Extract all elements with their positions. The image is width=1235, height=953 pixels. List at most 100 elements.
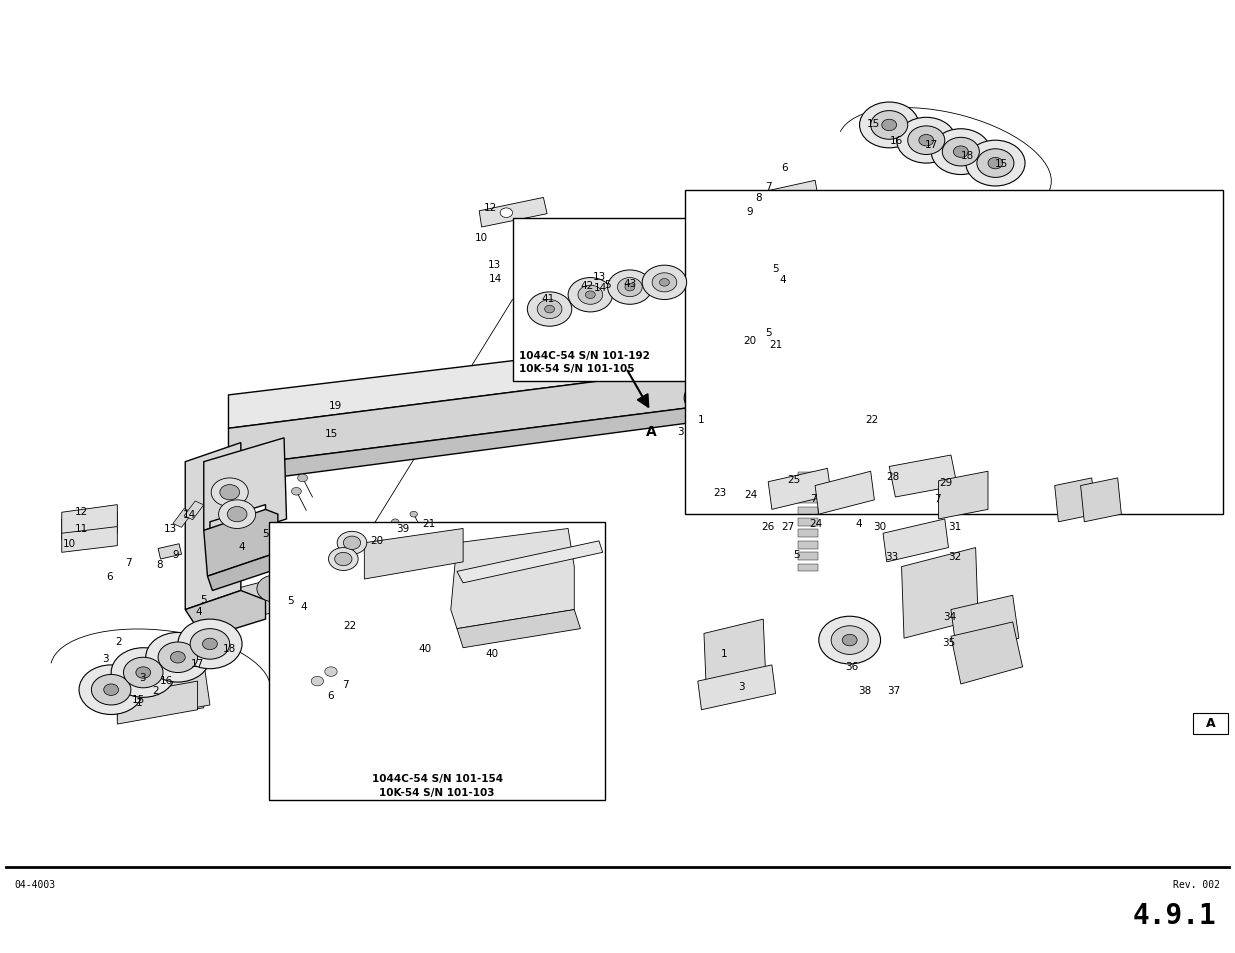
Text: 5: 5	[287, 596, 294, 605]
Bar	[798, 564, 818, 572]
Text: 24: 24	[810, 518, 823, 528]
Polygon shape	[704, 619, 766, 694]
Circle shape	[966, 141, 1025, 187]
Bar	[798, 484, 818, 492]
Text: 4: 4	[779, 275, 787, 285]
Text: 39: 39	[396, 523, 409, 533]
Text: 3: 3	[138, 673, 146, 682]
Text: 5: 5	[764, 328, 772, 337]
Bar	[798, 496, 818, 503]
Circle shape	[111, 648, 175, 698]
Text: 13: 13	[593, 272, 605, 281]
Text: 2: 2	[152, 685, 159, 695]
Circle shape	[659, 279, 669, 287]
Bar	[798, 507, 818, 515]
Circle shape	[545, 306, 555, 314]
Polygon shape	[1081, 478, 1121, 522]
Circle shape	[136, 667, 151, 679]
Circle shape	[527, 293, 572, 327]
Polygon shape	[204, 438, 287, 531]
Polygon shape	[117, 681, 198, 724]
Text: 04-4003: 04-4003	[15, 879, 56, 888]
Circle shape	[500, 209, 513, 218]
Polygon shape	[62, 512, 117, 540]
Circle shape	[819, 617, 881, 664]
Text: 3: 3	[101, 654, 109, 663]
Polygon shape	[228, 343, 902, 467]
Text: 4: 4	[300, 601, 308, 611]
Polygon shape	[185, 443, 266, 610]
Text: 9: 9	[172, 550, 179, 559]
Text: 14: 14	[594, 283, 606, 293]
Text: 37: 37	[888, 685, 900, 695]
Polygon shape	[1055, 478, 1095, 522]
Text: 6: 6	[327, 691, 335, 700]
Text: A: A	[646, 425, 656, 438]
Circle shape	[642, 266, 687, 300]
Text: A: A	[1205, 716, 1215, 729]
Circle shape	[578, 286, 603, 305]
Text: 18: 18	[224, 643, 236, 653]
Text: 11: 11	[75, 524, 88, 534]
Polygon shape	[889, 456, 957, 497]
Text: 15: 15	[995, 159, 1008, 169]
Circle shape	[953, 147, 968, 158]
Text: 42: 42	[580, 281, 593, 291]
Text: 6: 6	[781, 163, 788, 172]
Text: 1044C-54 S/N 101-154: 1044C-54 S/N 101-154	[372, 774, 503, 783]
Circle shape	[79, 665, 143, 715]
Polygon shape	[729, 181, 821, 233]
Text: 4: 4	[195, 607, 203, 617]
Text: 17: 17	[925, 140, 937, 150]
Bar	[269, 522, 605, 801]
Text: 3: 3	[737, 681, 745, 691]
Text: 20: 20	[743, 335, 756, 345]
Text: 15: 15	[132, 695, 144, 704]
Circle shape	[220, 485, 240, 500]
Circle shape	[311, 677, 324, 686]
Text: 1: 1	[136, 698, 143, 707]
Text: 41: 41	[542, 294, 555, 303]
Text: 4.9.1: 4.9.1	[1132, 901, 1216, 928]
Text: 24: 24	[745, 490, 757, 499]
Text: 5: 5	[200, 595, 207, 604]
Text: 27: 27	[782, 521, 794, 531]
Polygon shape	[902, 548, 978, 639]
Text: 40: 40	[485, 649, 498, 659]
Circle shape	[831, 626, 868, 655]
Circle shape	[908, 127, 945, 155]
Circle shape	[694, 389, 719, 408]
Circle shape	[608, 271, 652, 305]
Circle shape	[335, 553, 352, 566]
Polygon shape	[117, 677, 204, 703]
Bar	[798, 553, 818, 560]
Circle shape	[298, 475, 308, 482]
Circle shape	[410, 512, 417, 517]
Polygon shape	[228, 381, 902, 484]
Circle shape	[871, 112, 908, 140]
Polygon shape	[883, 519, 948, 562]
Text: 1044C-54 S/N 101-192: 1044C-54 S/N 101-192	[519, 351, 650, 360]
Text: 2: 2	[115, 637, 122, 646]
Circle shape	[343, 537, 361, 550]
Polygon shape	[228, 314, 902, 429]
Circle shape	[329, 548, 358, 571]
Polygon shape	[739, 203, 762, 222]
Circle shape	[146, 633, 210, 682]
Text: 26: 26	[762, 521, 774, 531]
Circle shape	[919, 135, 934, 147]
Text: 19: 19	[330, 401, 342, 411]
Text: 8: 8	[156, 559, 163, 569]
Polygon shape	[62, 524, 117, 553]
Bar	[1193, 713, 1228, 734]
Text: 5: 5	[772, 264, 779, 274]
Polygon shape	[716, 372, 889, 426]
Polygon shape	[698, 665, 776, 710]
Text: 5: 5	[793, 550, 800, 559]
Circle shape	[158, 642, 198, 673]
Polygon shape	[815, 472, 874, 515]
Circle shape	[325, 667, 337, 677]
Text: 8: 8	[755, 193, 762, 203]
Polygon shape	[117, 658, 204, 684]
Text: 10: 10	[475, 233, 488, 242]
